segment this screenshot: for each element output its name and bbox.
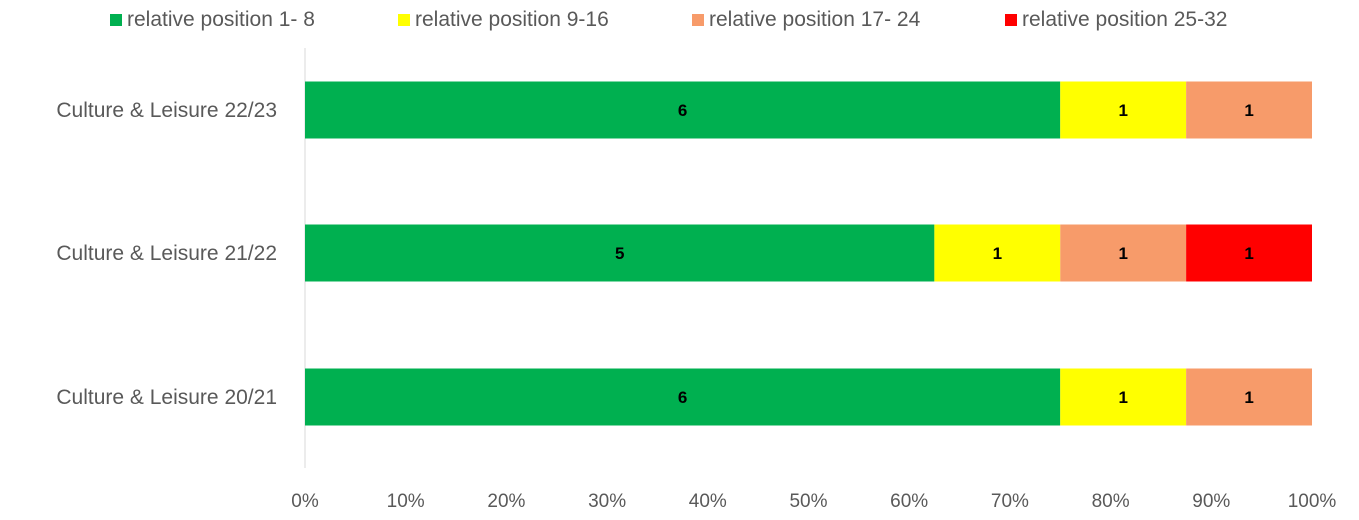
x-tick-label: 80% (1092, 491, 1130, 512)
bar-segment (934, 224, 1061, 282)
x-tick-label: 50% (789, 491, 827, 512)
data-label: 1 (1244, 388, 1253, 407)
data-label: 6 (678, 101, 687, 120)
legend-swatch (692, 14, 704, 26)
x-tick-label: 30% (588, 491, 626, 512)
data-label: 1 (1244, 101, 1253, 120)
x-tick-label: 90% (1192, 491, 1230, 512)
data-label: 1 (993, 244, 1002, 263)
bar-segment (1060, 368, 1187, 426)
category-label: Culture & Leisure 21/22 (56, 242, 277, 265)
bars: 6 1 15 1 1 16 1 1 (305, 81, 1312, 426)
category-label: Culture & Leisure 20/21 (56, 386, 277, 409)
x-tick-label: 0% (291, 491, 319, 512)
bar-segment (1186, 368, 1312, 426)
category-label: Culture & Leisure 22/23 (56, 99, 277, 122)
x-tick-label: 70% (991, 491, 1029, 512)
bar-segment (305, 224, 935, 282)
legend-label: relative position 9-16 (415, 8, 609, 31)
data-label: 1 (1118, 244, 1127, 263)
data-label: 1 (1244, 244, 1253, 263)
x-tick-label: 100% (1288, 491, 1337, 512)
x-tick-label: 10% (387, 491, 425, 512)
legend: relative position 1- 8 relative position … (110, 8, 1227, 31)
data-label: 1 (1118, 101, 1127, 120)
bar-segment (1186, 224, 1312, 282)
data-label: 6 (678, 388, 687, 407)
x-tick-label: 60% (890, 491, 928, 512)
legend-swatch (110, 14, 122, 26)
legend-label: relative position 1- 8 (127, 8, 315, 31)
x-tick-label: 20% (487, 491, 525, 512)
bar-segment (305, 368, 1061, 426)
bar-segment (305, 81, 1061, 139)
legend-swatch (1005, 14, 1017, 26)
axes: Culture & Leisure 22/23 Culture & Leisure… (56, 48, 1336, 512)
bar-segment (1060, 81, 1187, 139)
bar-segment (1060, 224, 1187, 282)
bar-segment (1186, 81, 1312, 139)
data-label: 1 (1118, 388, 1127, 407)
x-tick-label: 40% (689, 491, 727, 512)
legend-label: relative position 17- 24 (709, 8, 921, 31)
legend-label: relative position 25-32 (1022, 8, 1227, 31)
data-label: 5 (615, 244, 624, 263)
legend-swatch (398, 14, 410, 26)
